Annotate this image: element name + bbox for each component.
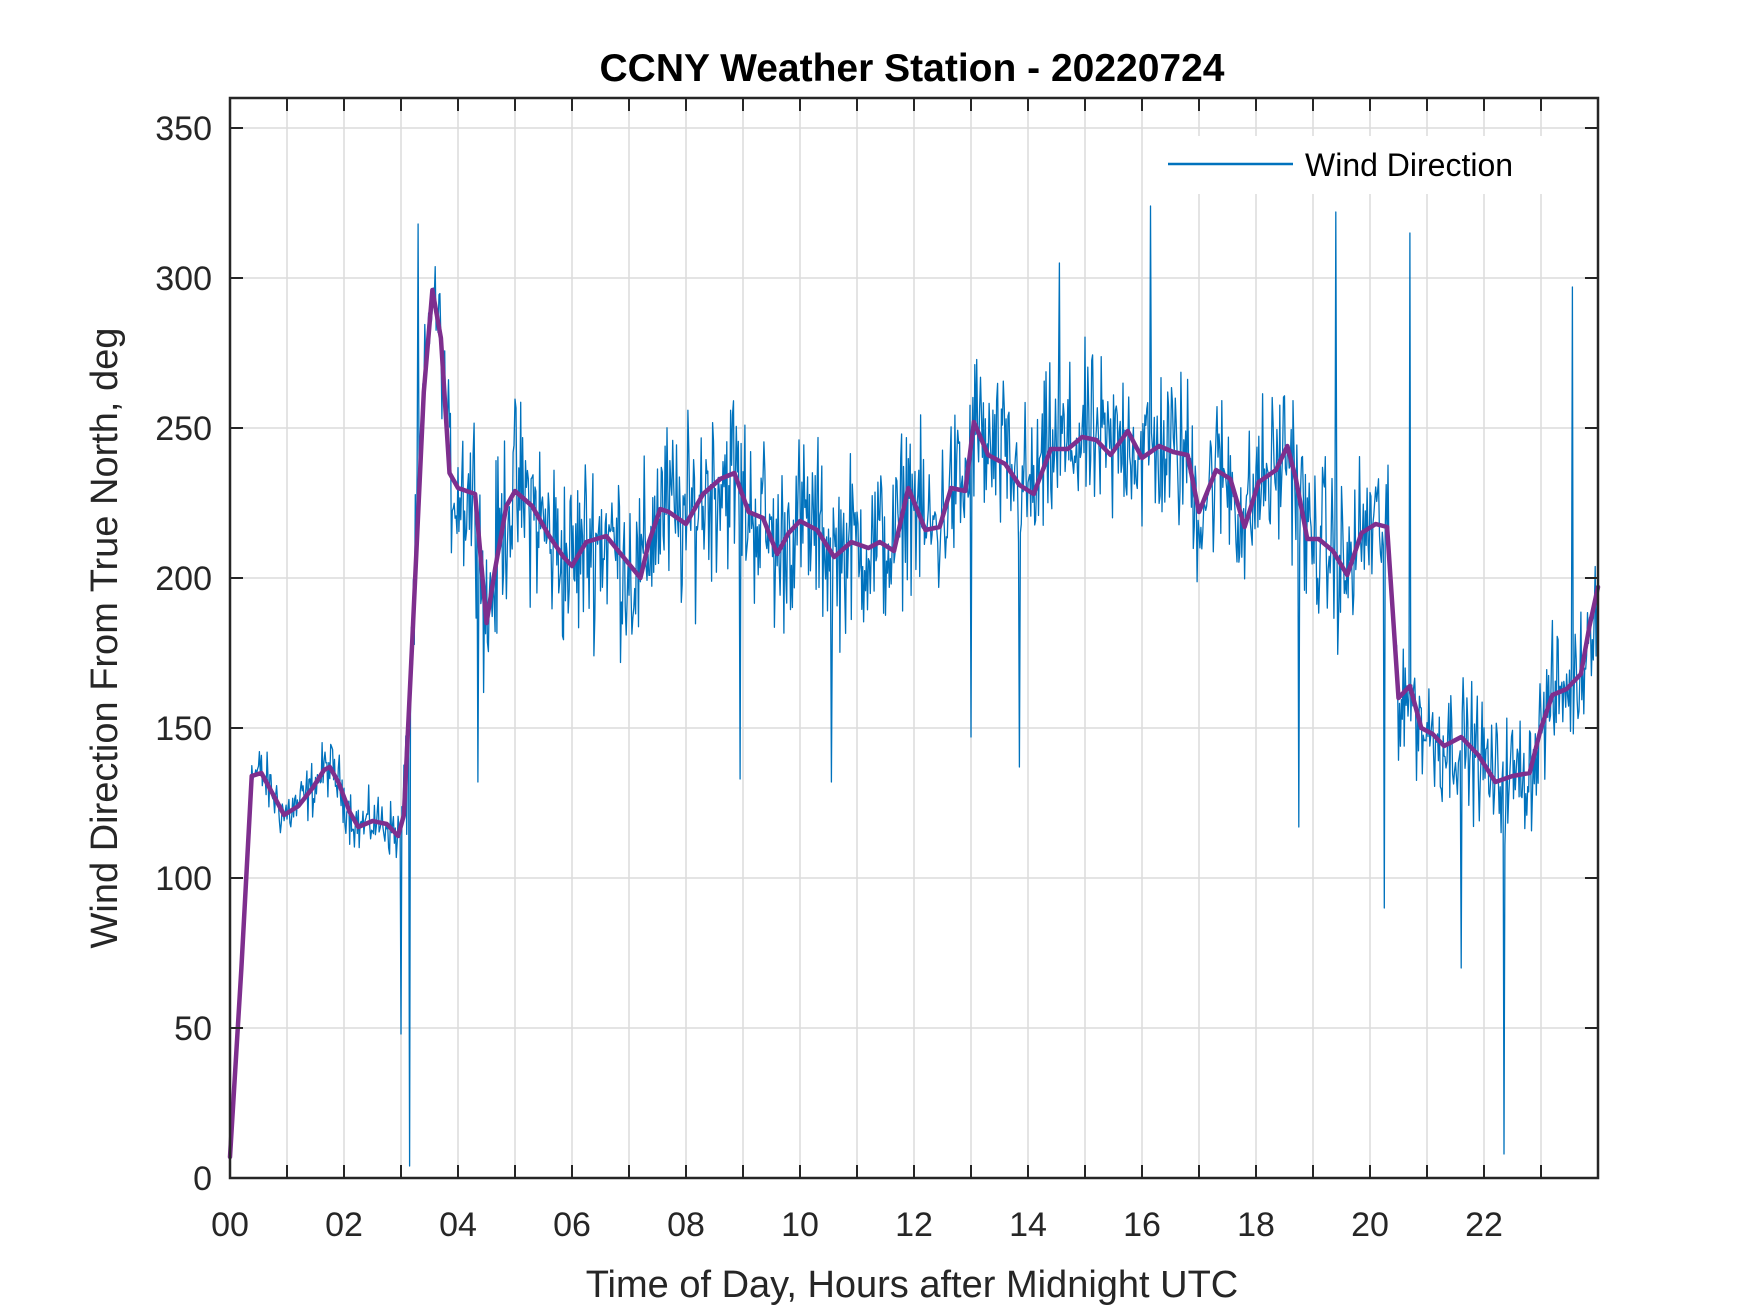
y-axis-label: Wind Direction From True North, deg	[84, 328, 126, 949]
x-tick-label: 20	[1351, 1206, 1389, 1244]
legend: Wind Direction	[1150, 136, 1560, 194]
y-tick-label: 100	[155, 860, 212, 898]
y-tick-label: 250	[155, 410, 212, 448]
x-tick-label: 10	[781, 1206, 819, 1244]
x-tick-label: 14	[1009, 1206, 1047, 1244]
y-tick-label: 150	[155, 710, 212, 748]
tick-labels: 00 02 04 06 08 10 12 14 16 18 20 22 0 50 100 150 200 250 3…	[155, 110, 1503, 1244]
y-tick-label: 350	[155, 110, 212, 148]
x-tick-label: 18	[1237, 1206, 1275, 1244]
grid	[230, 98, 1598, 1178]
wind-direction-series	[229, 205, 1599, 1167]
x-tick-label: 06	[553, 1206, 591, 1244]
x-axis-label: Time of Day, Hours after Midnight UTC	[586, 1264, 1239, 1306]
smoothed-series	[227, 287, 1601, 1160]
x-tick-label: 12	[895, 1206, 933, 1244]
y-tick-label: 300	[155, 260, 212, 298]
x-tick-label: 00	[211, 1206, 249, 1244]
x-tick-label: 04	[439, 1206, 477, 1244]
y-tick-label: 0	[193, 1160, 212, 1198]
chart-title: CCNY Weather Station - 20220724	[600, 47, 1225, 90]
smoothed-line	[227, 287, 1601, 1160]
x-tick-label: 08	[667, 1206, 705, 1244]
y-tick-label: 50	[174, 1010, 212, 1048]
x-tick-label: 16	[1123, 1206, 1161, 1244]
x-tick-label: 02	[325, 1206, 363, 1244]
axis-ticks	[230, 98, 1598, 1179]
x-tick-label: 22	[1465, 1206, 1503, 1244]
y-tick-label: 200	[155, 560, 212, 598]
wind-direction-line	[229, 205, 1599, 1167]
legend-label-wind-direction: Wind Direction	[1305, 147, 1513, 183]
